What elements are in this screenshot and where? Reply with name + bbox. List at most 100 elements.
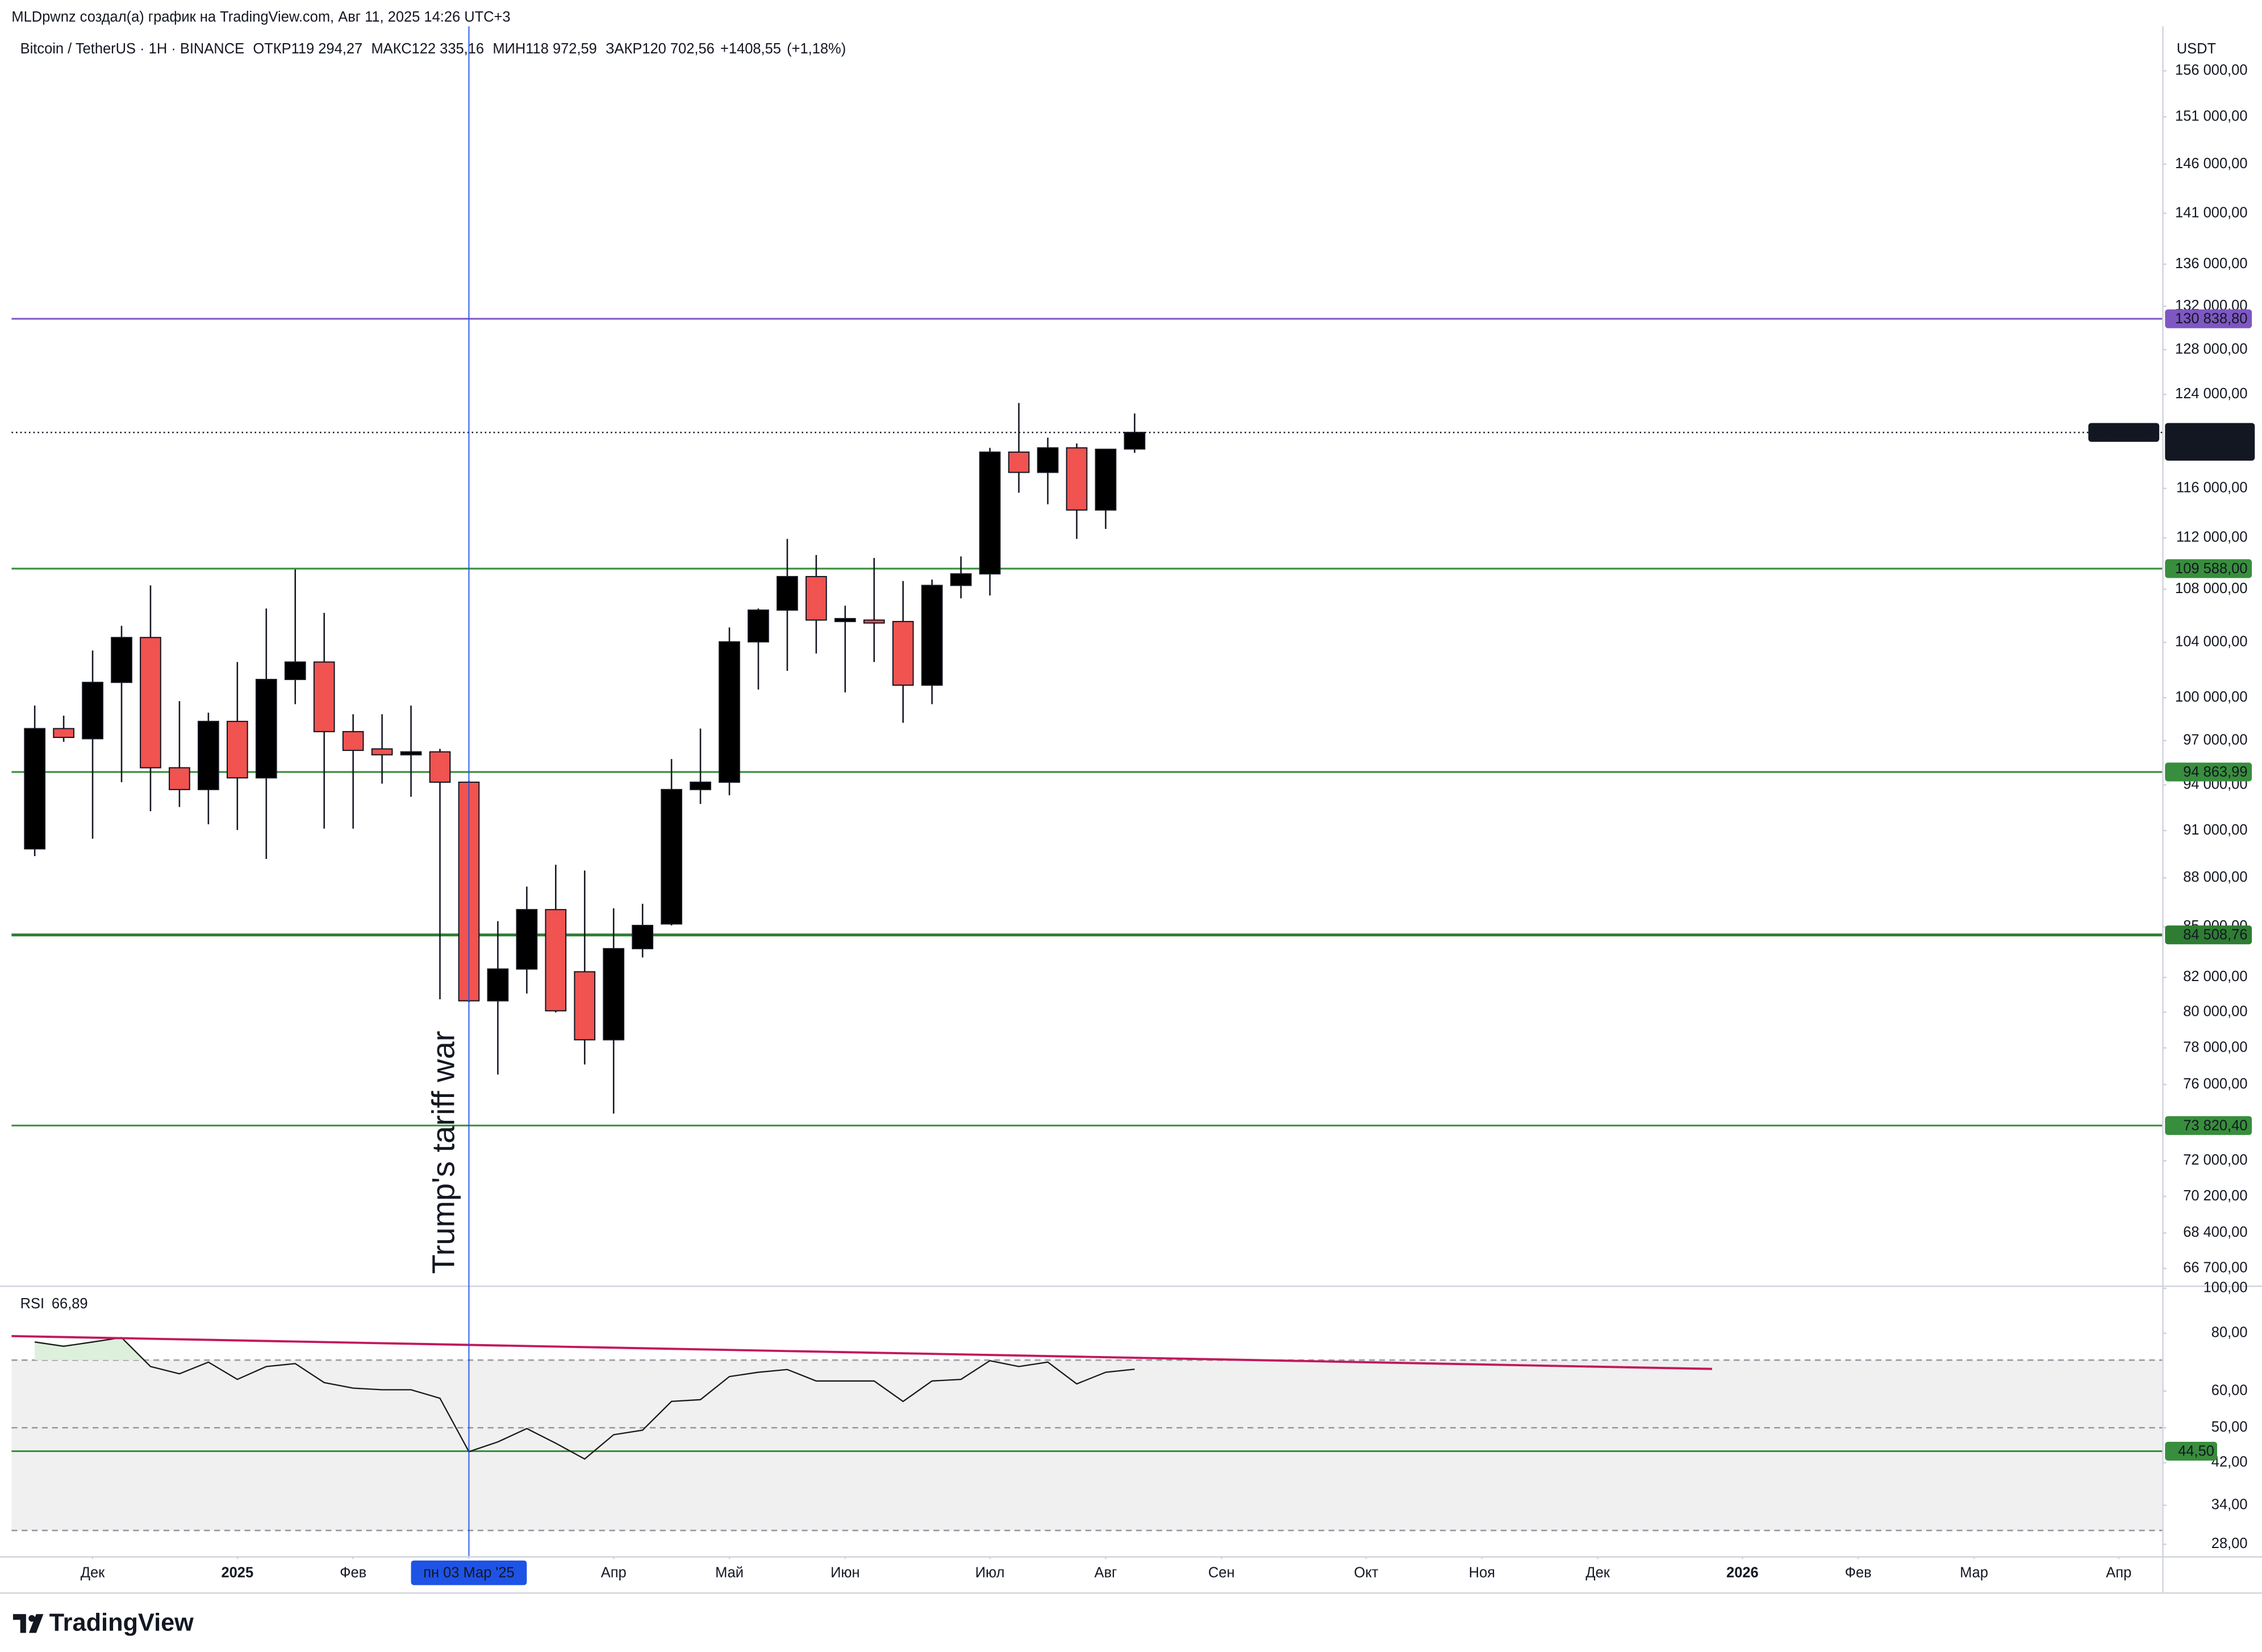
candle-body (255, 679, 277, 779)
legend-stat-value: 119 294,27 (291, 41, 363, 57)
candle-body (516, 909, 538, 970)
candle-body (806, 575, 827, 621)
x-tick-label: Апр (2106, 1565, 2131, 1581)
x-tick-label: Фев (340, 1565, 366, 1581)
x-tick-label: 2025 (221, 1565, 253, 1581)
legend-stat-value: 120 702,56 (642, 41, 714, 57)
axis-unit: USDT (2177, 41, 2216, 57)
level-label-box (2165, 762, 2252, 782)
candle-body (371, 748, 393, 756)
candle-body (545, 909, 567, 1012)
rsi-line (34, 1337, 1135, 1460)
candle-body (226, 720, 248, 779)
y-tick-label: 80 000,00 (2183, 1004, 2247, 1020)
candle-body (661, 789, 682, 925)
legend-stat-value: (+1,18%) (787, 41, 846, 57)
y-tick-label: 60,00 (2211, 1382, 2248, 1398)
level-label-box (2165, 925, 2252, 945)
rsi-legend: RSI 66,89 (20, 1296, 88, 1312)
y-tick-label: 70 200,00 (2183, 1188, 2247, 1204)
x-tick-label: 2026 (1726, 1565, 1759, 1581)
level-label: 84 508,76 (2183, 927, 2247, 943)
y-tick-label: 116 000,00 (2176, 480, 2248, 496)
candle-body (1095, 448, 1117, 511)
candle-body (1037, 447, 1059, 473)
candle-body (82, 682, 103, 740)
author-line: MLDpwnz создал(а) график на TradingView.… (11, 9, 510, 25)
last-price-label: 120 702,56 (2175, 424, 2247, 440)
candle-body (892, 621, 914, 686)
legend-title: Bitcoin / TetherUS · 1H · BINANCE (20, 41, 244, 57)
y-tick-label: 128 000,00 (2175, 341, 2247, 357)
candle-body (429, 751, 451, 783)
logo-icon (12, 1614, 44, 1633)
candle-body (748, 609, 769, 643)
symbol-box (2088, 423, 2160, 442)
candle-body (690, 781, 711, 790)
y-tick-label: 97 000,00 (2183, 732, 2247, 748)
candle-body (574, 971, 596, 1041)
logo-dot (28, 1615, 35, 1622)
candle-body (198, 720, 219, 790)
x-tick-label: Сен (1208, 1565, 1235, 1581)
rsi-last-value: 66,89 (52, 1296, 88, 1312)
candle-body (284, 661, 306, 681)
legend-stat-value: 118 972,59 (525, 41, 597, 57)
y-tick-label: 80,00 (2211, 1325, 2248, 1341)
x-tick-label: Июн (830, 1565, 859, 1581)
x-tick-label: пн 03 Мар '25 (423, 1565, 514, 1581)
candle-body (777, 575, 798, 611)
candle-body (950, 573, 972, 586)
y-tick-label: 91 000,00 (2183, 822, 2247, 838)
y-tick-label: 124 000,00 (2175, 386, 2247, 402)
symbol-label: BTCUSDT (2093, 425, 2155, 440)
level-label-box (2165, 1116, 2252, 1135)
candle-body (719, 641, 740, 783)
x-tick-label: Окт (1354, 1565, 1379, 1581)
level-label: 94 863,99 (2183, 764, 2247, 780)
legend: Bitcoin / TetherUS · 1H · BINANCE ОТКР119… (20, 41, 846, 57)
y-tick-label: 112 000,00 (2176, 529, 2248, 545)
candle-body (834, 618, 856, 623)
x-tick-label: Ноя (1469, 1565, 1495, 1581)
candle-body (24, 728, 45, 850)
y-tick-label: 156 000,00 (2175, 62, 2247, 78)
x-tick-highlight (411, 1560, 527, 1586)
y-tick-label: 50,00 (2211, 1419, 2248, 1435)
y-tick-label: 108 000,00 (2175, 581, 2247, 596)
y-tick-label: 66 700,00 (2183, 1260, 2247, 1276)
countdown-label: 6d 13h (2172, 441, 2217, 457)
candle-body (111, 637, 132, 683)
candle-body (169, 767, 190, 790)
overbought-fill (35, 1337, 144, 1361)
level-label-box (2165, 309, 2252, 328)
candle-body (53, 728, 74, 739)
y-tick-label: 104 000,00 (2175, 634, 2247, 650)
rsi-band (11, 1360, 2163, 1531)
x-tick-label: Дек (81, 1565, 105, 1581)
level-label-box (2165, 559, 2252, 578)
rsi-level-label: 44,50 (2178, 1444, 2214, 1459)
x-tick-label: Апр (601, 1565, 627, 1581)
candle-body (487, 968, 509, 1002)
y-tick-label: 68 400,00 (2183, 1224, 2247, 1240)
y-tick-label: 88 000,00 (2183, 869, 2247, 885)
candle-body (863, 619, 885, 624)
candle-body (342, 731, 364, 751)
y-tick-label: 100 000,00 (2175, 689, 2247, 705)
y-tick-label: 72 000,00 (2183, 1152, 2247, 1168)
candle-body (140, 637, 161, 769)
logo: TradingView (12, 1609, 194, 1636)
legend-stat-name: МАКС (371, 41, 411, 57)
x-tick-label: Фев (1845, 1565, 1872, 1581)
legend-stat-name: МИН (493, 41, 525, 57)
rsi-trendline (11, 1334, 1712, 1370)
y-tick-label: 34,00 (2211, 1496, 2248, 1512)
y-tick-label: 82 000,00 (2183, 969, 2247, 984)
y-tick-label: 146 000,00 (2175, 156, 2247, 172)
candle-body (1066, 447, 1088, 511)
y-tick-label: 78 000,00 (2183, 1039, 2247, 1055)
level-label: 109 588,00 (2175, 561, 2247, 577)
